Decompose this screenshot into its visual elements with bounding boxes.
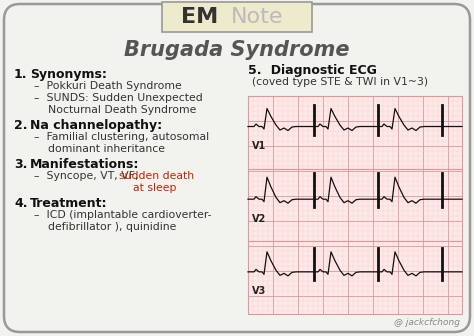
FancyBboxPatch shape <box>4 4 470 332</box>
Text: 3.: 3. <box>14 158 27 171</box>
Text: (coved type STE & TWI in V1~3): (coved type STE & TWI in V1~3) <box>252 77 428 87</box>
Text: –  Syncope, VT, VF,: – Syncope, VT, VF, <box>34 171 142 181</box>
Text: 5.: 5. <box>248 64 262 77</box>
Text: 1.: 1. <box>14 68 27 81</box>
Text: sudden death
    at sleep: sudden death at sleep <box>119 171 194 193</box>
Text: Manifestations:: Manifestations: <box>30 158 139 171</box>
Text: V3: V3 <box>252 286 266 296</box>
Text: @ jackcfchong: @ jackcfchong <box>394 318 460 327</box>
Text: Na channelopathy:: Na channelopathy: <box>30 119 162 132</box>
Text: V1: V1 <box>252 141 266 151</box>
Text: Diagnostic ECG: Diagnostic ECG <box>262 64 377 77</box>
FancyBboxPatch shape <box>162 2 312 32</box>
Text: Note: Note <box>231 7 283 27</box>
FancyBboxPatch shape <box>248 96 462 314</box>
Text: V2: V2 <box>252 214 266 224</box>
Text: –  SUNDS: Sudden Unexpected
    Nocturnal Death Syndrome: – SUNDS: Sudden Unexpected Nocturnal Dea… <box>34 93 203 115</box>
Text: –  ICD (implantable cardioverter-
    defibrillator ), quinidine: – ICD (implantable cardioverter- defibri… <box>34 210 211 232</box>
Text: –  Pokkuri Death Syndrome: – Pokkuri Death Syndrome <box>34 81 182 91</box>
Text: Brugada Syndrome: Brugada Syndrome <box>124 40 350 60</box>
Text: 2.: 2. <box>14 119 27 132</box>
Text: 4.: 4. <box>14 197 27 210</box>
Text: EM: EM <box>182 7 219 27</box>
Text: Synonyms:: Synonyms: <box>30 68 107 81</box>
Text: Treatment:: Treatment: <box>30 197 108 210</box>
Text: –  Familial clustering, autosomal
    dominant inheritance: – Familial clustering, autosomal dominan… <box>34 132 209 154</box>
